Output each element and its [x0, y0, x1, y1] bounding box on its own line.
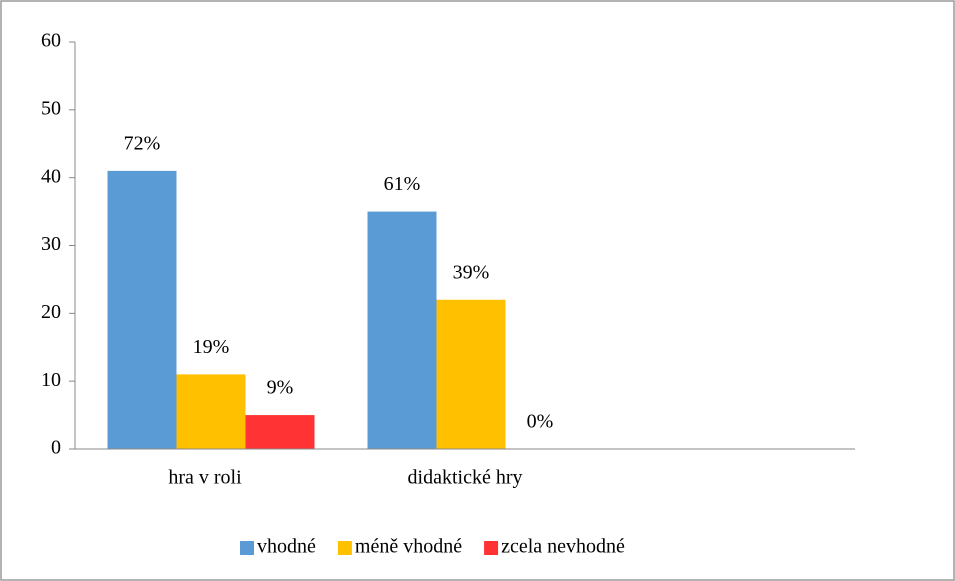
- y-tick-label: 60: [41, 30, 61, 52]
- bar: [107, 170, 177, 449]
- bar: [367, 211, 437, 449]
- y-tick-label: 30: [41, 233, 61, 255]
- legend-label: méně vhodné: [355, 536, 462, 558]
- legend-label: zcela nevhodné: [501, 536, 625, 558]
- x-tick-label: didaktické hry: [408, 467, 523, 489]
- y-tick-label: 40: [41, 165, 61, 187]
- value-label: 72%: [124, 132, 161, 154]
- y-tick-label: 10: [41, 369, 61, 391]
- y-tick-label: 20: [41, 301, 61, 323]
- y-tick-label: 0: [51, 437, 61, 459]
- value-label: 61%: [384, 173, 421, 195]
- value-label: 9%: [267, 377, 294, 399]
- legend-swatch: [484, 541, 499, 555]
- y-tick-label: 50: [41, 97, 61, 119]
- x-tick-label: hra v roli: [168, 467, 242, 489]
- legend-swatch: [337, 541, 352, 555]
- bar: [176, 374, 246, 449]
- value-label: 0%: [527, 411, 554, 433]
- legend-swatch: [240, 541, 254, 555]
- bar: [245, 415, 315, 449]
- value-label: 19%: [193, 336, 230, 358]
- value-label: 39%: [453, 261, 490, 283]
- bar: [436, 299, 506, 449]
- legend-label: vhodné: [257, 536, 316, 558]
